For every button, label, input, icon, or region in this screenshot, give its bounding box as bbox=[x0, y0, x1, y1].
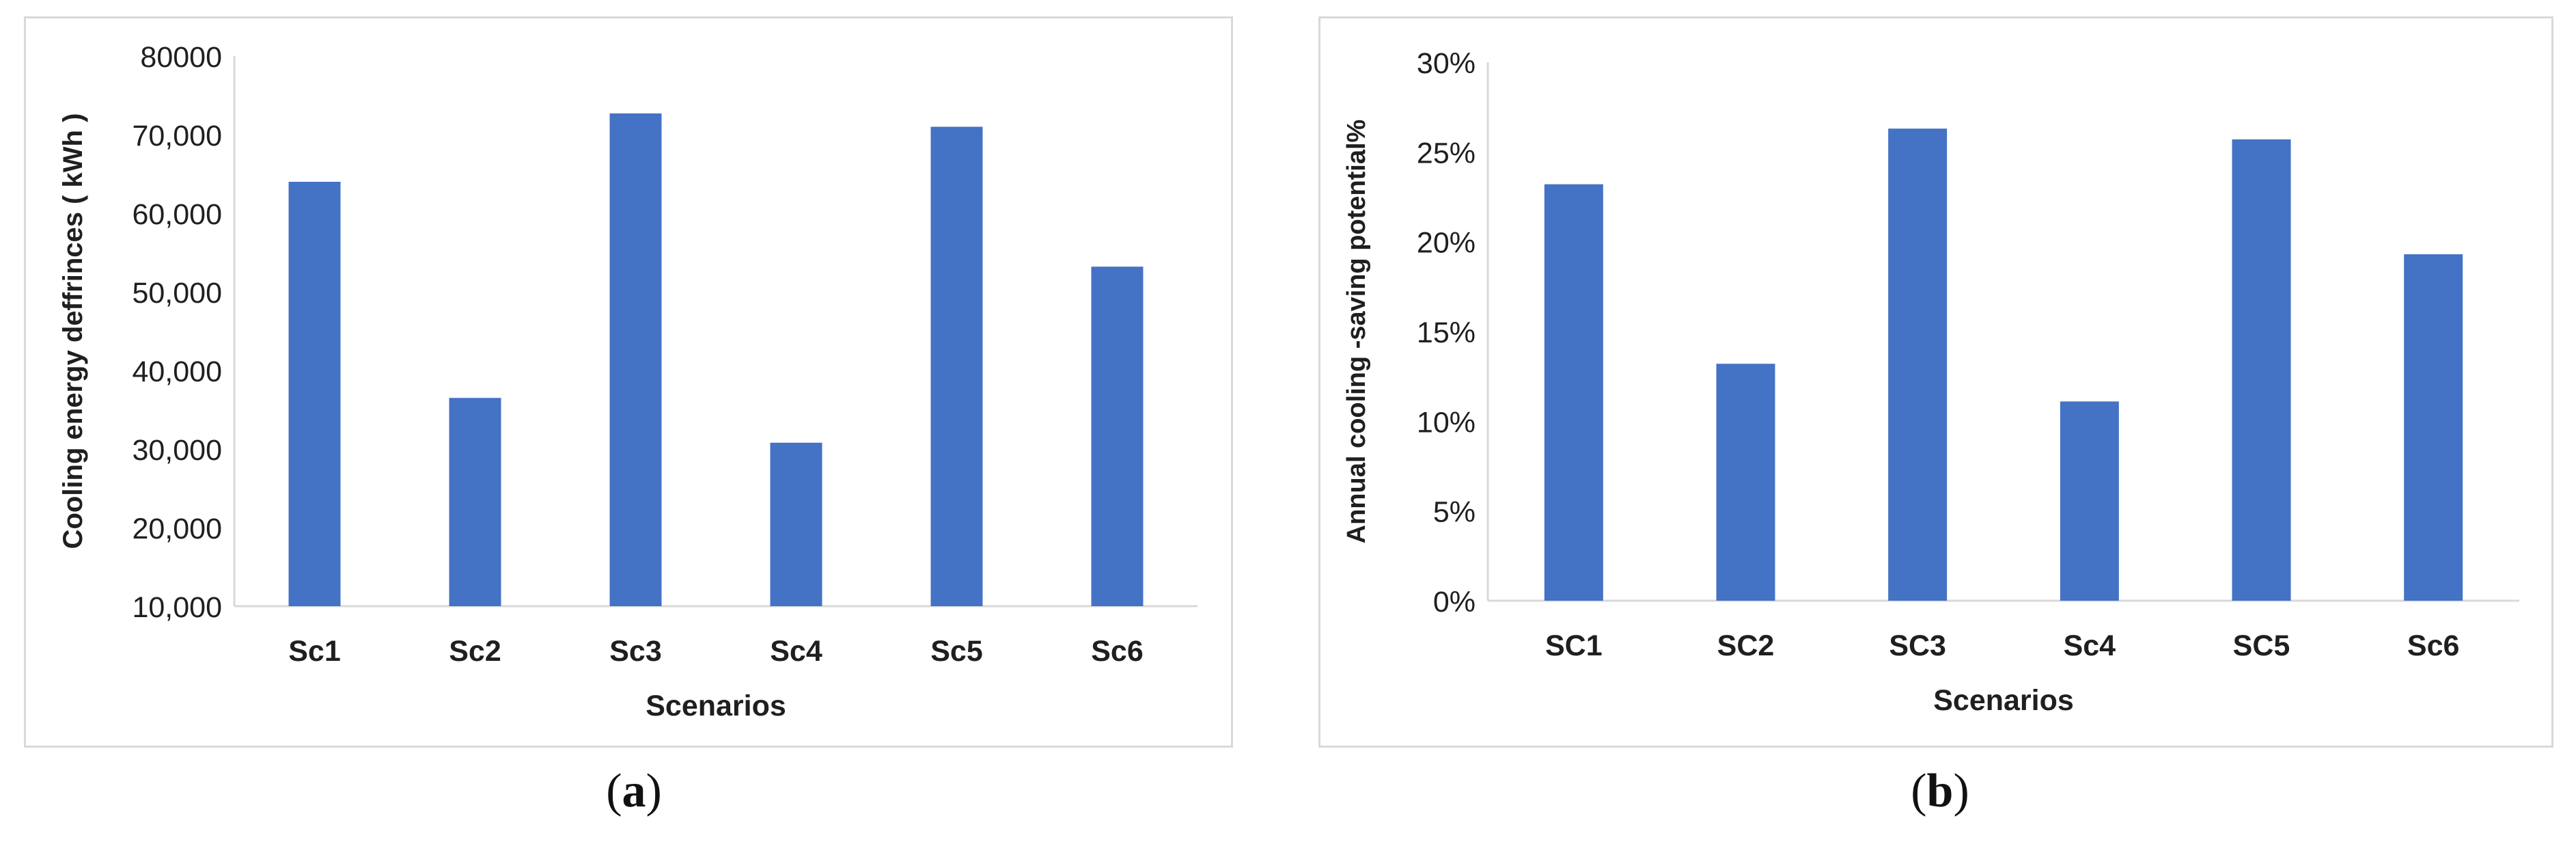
y-tick-label: 30% bbox=[1417, 47, 1476, 80]
y-axis-title: Cooling energy deffrinces ( kWh ) bbox=[58, 113, 88, 549]
bar-sc3 bbox=[609, 113, 662, 606]
bar-sc4 bbox=[770, 442, 822, 606]
x-tick-label: SC5 bbox=[2233, 629, 2290, 662]
caption-a: (a) bbox=[606, 765, 662, 817]
y-tick-label: 60,000 bbox=[132, 198, 222, 231]
y-axis-title: Annual cooling -saving potential% bbox=[1342, 120, 1371, 544]
x-tick-label: SC3 bbox=[1889, 629, 1946, 662]
bar-sc4 bbox=[2060, 401, 2119, 601]
y-tick-label: 80000 bbox=[140, 41, 222, 74]
chart-b-svg: 0% 5% 10% 15% 20% 25% 30% SC1 SC2 SC3 Sc4 SC5 Sc6 Sce… bbox=[1342, 47, 2519, 717]
y-tick-label: 0% bbox=[1433, 586, 1476, 618]
y-tick-label: 30,000 bbox=[132, 434, 222, 467]
x-tick-label: Sc6 bbox=[1091, 635, 1144, 668]
y-tick-label: 25% bbox=[1417, 137, 1476, 169]
caption-b: (b) bbox=[1911, 765, 1969, 817]
y-tick-label: 70,000 bbox=[132, 120, 222, 152]
x-tick-label: Sc6 bbox=[2407, 629, 2460, 662]
y-tick-label: 10,000 bbox=[132, 591, 222, 624]
y-tick-label: 40,000 bbox=[132, 355, 222, 388]
bar-sc5 bbox=[2232, 139, 2291, 601]
y-tick-label: 50,000 bbox=[132, 277, 222, 310]
y-tick-label: 15% bbox=[1417, 316, 1476, 349]
bar-sc6 bbox=[1091, 267, 1144, 606]
bar-sc6 bbox=[2404, 254, 2463, 601]
x-tick-label: Sc3 bbox=[609, 635, 662, 668]
x-tick-label: Sc4 bbox=[770, 635, 822, 668]
chart-a-svg: 10,000 20,000 30,000 40,000 50,000 60,000 70,0… bbox=[58, 41, 1197, 722]
y-tick-label: 20% bbox=[1417, 227, 1476, 260]
bar-sc2 bbox=[1716, 364, 1775, 601]
bar-sc2 bbox=[449, 398, 501, 606]
chart-panel-b: 0% 5% 10% 15% 20% 25% 30% SC1 SC2 SC3 Sc4 SC5 Sc6 Sce… bbox=[1318, 16, 2553, 748]
y-tick-label: 20,000 bbox=[132, 513, 222, 545]
x-tick-label: SC1 bbox=[1545, 629, 1603, 662]
x-axis-title: Scenarios bbox=[1933, 684, 2074, 717]
bar-sc3 bbox=[1888, 128, 1948, 601]
bar-sc5 bbox=[930, 126, 983, 606]
chart-panel-a: 10,000 20,000 30,000 40,000 50,000 60,000 70,0… bbox=[24, 16, 1233, 748]
y-tick-label: 10% bbox=[1417, 406, 1476, 439]
bar-sc1 bbox=[1544, 184, 1603, 601]
x-tick-label: Sc2 bbox=[449, 635, 501, 668]
x-tick-label: SC2 bbox=[1717, 629, 1775, 662]
y-tick-label: 5% bbox=[1433, 496, 1476, 529]
x-tick-label: Sc1 bbox=[288, 635, 341, 668]
bar-sc1 bbox=[288, 182, 341, 606]
x-tick-label: Sc5 bbox=[930, 635, 983, 668]
x-tick-label: Sc4 bbox=[2064, 629, 2116, 662]
x-axis-title: Scenarios bbox=[646, 690, 786, 722]
